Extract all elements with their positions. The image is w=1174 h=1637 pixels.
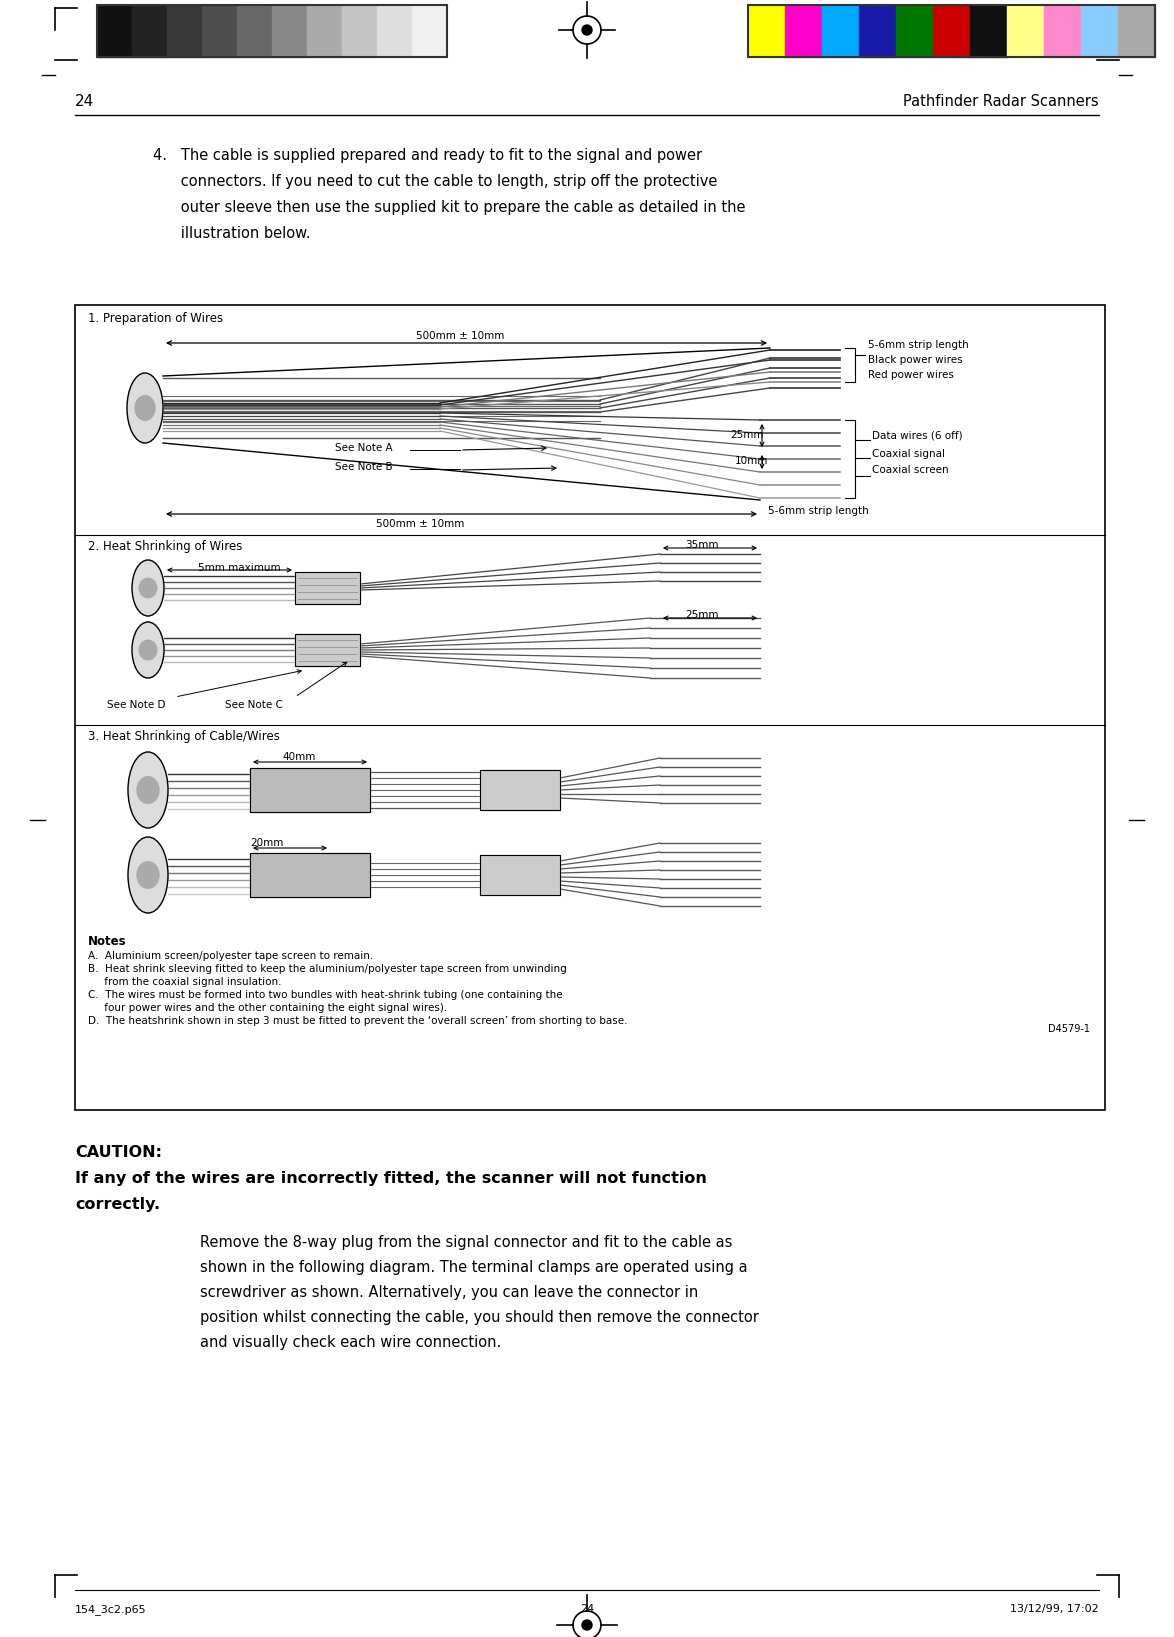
Bar — [295, 634, 360, 666]
Bar — [1081, 5, 1118, 57]
Text: Notes: Notes — [88, 935, 127, 948]
Ellipse shape — [137, 776, 158, 804]
Text: 24: 24 — [75, 93, 94, 110]
Bar — [237, 5, 272, 57]
Bar — [1118, 5, 1155, 57]
Text: See Note D: See Note D — [107, 701, 166, 710]
Bar — [202, 5, 237, 57]
Text: See Note C: See Note C — [225, 701, 283, 710]
Bar — [822, 5, 859, 57]
Bar — [480, 855, 560, 895]
Text: shown in the following diagram. The terminal clamps are operated using a: shown in the following diagram. The term… — [200, 1260, 748, 1275]
Bar — [785, 5, 822, 57]
Ellipse shape — [127, 373, 163, 444]
Text: illustration below.: illustration below. — [153, 226, 310, 241]
Text: 25mm: 25mm — [684, 611, 718, 620]
Bar — [1044, 5, 1081, 57]
Text: 25mm: 25mm — [730, 431, 763, 440]
Bar — [342, 5, 377, 57]
Text: position whilst connecting the cable, you should then remove the connector: position whilst connecting the cable, yo… — [200, 1310, 758, 1324]
Text: Black power wires: Black power wires — [868, 355, 963, 365]
Text: Pathfinder Radar Scanners: Pathfinder Radar Scanners — [903, 93, 1099, 110]
Text: 10mm: 10mm — [735, 457, 768, 467]
Bar — [1007, 5, 1044, 57]
Text: Data wires (6 off): Data wires (6 off) — [872, 431, 963, 440]
Text: 40mm: 40mm — [282, 751, 316, 761]
Bar — [167, 5, 202, 57]
Bar — [97, 5, 131, 57]
Text: Coaxial signal: Coaxial signal — [872, 449, 945, 458]
Text: B.  Heat shrink sleeving fitted to keep the aluminium/polyester tape screen from: B. Heat shrink sleeving fitted to keep t… — [88, 964, 567, 974]
Bar — [131, 5, 167, 57]
Text: A.  Aluminium screen/polyester tape screen to remain.: A. Aluminium screen/polyester tape scree… — [88, 951, 373, 961]
Text: 5-6mm strip length: 5-6mm strip length — [768, 506, 869, 516]
Text: D.  The heatshrink shown in step 3 must be fitted to prevent the ‘overall screen: D. The heatshrink shown in step 3 must b… — [88, 1017, 627, 1026]
Text: Coaxial screen: Coaxial screen — [872, 465, 949, 475]
Text: 5-6mm strip length: 5-6mm strip length — [868, 340, 969, 350]
Ellipse shape — [140, 578, 157, 598]
Text: Red power wires: Red power wires — [868, 370, 953, 380]
Ellipse shape — [135, 396, 155, 421]
Bar — [748, 5, 1155, 57]
Text: 24: 24 — [580, 1604, 594, 1614]
Bar — [896, 5, 933, 57]
Text: Remove the 8-way plug from the signal connector and fit to the cable as: Remove the 8-way plug from the signal co… — [200, 1234, 733, 1251]
Bar — [250, 768, 370, 812]
Bar — [748, 5, 785, 57]
Text: 13/12/99, 17:02: 13/12/99, 17:02 — [1011, 1604, 1099, 1614]
Text: 1. Preparation of Wires: 1. Preparation of Wires — [88, 313, 223, 326]
Text: CAUTION:: CAUTION: — [75, 1144, 162, 1161]
Bar — [295, 571, 360, 604]
Bar — [75, 304, 1105, 1110]
Text: 5mm maximum: 5mm maximum — [198, 563, 281, 573]
Bar — [480, 855, 560, 895]
Text: 154_3c2.p65: 154_3c2.p65 — [75, 1604, 147, 1616]
Bar — [295, 634, 360, 666]
Text: 500mm ± 10mm: 500mm ± 10mm — [376, 519, 464, 529]
Bar — [480, 769, 560, 810]
Bar — [377, 5, 412, 57]
Ellipse shape — [140, 640, 157, 660]
Text: See Note B: See Note B — [335, 462, 392, 471]
Ellipse shape — [131, 560, 164, 616]
Bar — [970, 5, 1007, 57]
Bar — [306, 5, 342, 57]
Text: See Note A: See Note A — [335, 444, 392, 453]
Text: If any of the wires are incorrectly fitted, the scanner will not function: If any of the wires are incorrectly fitt… — [75, 1170, 707, 1185]
Text: 20mm: 20mm — [250, 838, 283, 848]
Text: and visually check each wire connection.: and visually check each wire connection. — [200, 1336, 501, 1351]
Text: D4579-1: D4579-1 — [1048, 1025, 1089, 1035]
Text: screwdriver as shown. Alternatively, you can leave the connector in: screwdriver as shown. Alternatively, you… — [200, 1285, 699, 1300]
Text: connectors. If you need to cut the cable to length, strip off the protective: connectors. If you need to cut the cable… — [153, 174, 717, 188]
Bar — [859, 5, 896, 57]
Text: 4.   The cable is supplied prepared and ready to fit to the signal and power: 4. The cable is supplied prepared and re… — [153, 147, 702, 164]
Bar — [933, 5, 970, 57]
Text: from the coaxial signal insulation.: from the coaxial signal insulation. — [88, 977, 282, 987]
Text: correctly.: correctly. — [75, 1197, 160, 1211]
Ellipse shape — [137, 861, 158, 889]
Bar — [97, 5, 447, 57]
Bar — [295, 571, 360, 604]
Text: 35mm: 35mm — [684, 540, 718, 550]
Ellipse shape — [128, 751, 168, 828]
Bar — [412, 5, 447, 57]
Bar — [250, 768, 370, 812]
Circle shape — [582, 25, 592, 34]
Circle shape — [582, 1621, 592, 1630]
Ellipse shape — [128, 837, 168, 913]
Ellipse shape — [131, 622, 164, 678]
Text: 3. Heat Shrinking of Cable/Wires: 3. Heat Shrinking of Cable/Wires — [88, 730, 279, 743]
Text: 2. Heat Shrinking of Wires: 2. Heat Shrinking of Wires — [88, 540, 242, 553]
Bar — [272, 5, 306, 57]
Text: C.  The wires must be formed into two bundles with heat-shrink tubing (one conta: C. The wires must be formed into two bun… — [88, 990, 562, 1000]
Text: outer sleeve then use the supplied kit to prepare the cable as detailed in the: outer sleeve then use the supplied kit t… — [153, 200, 745, 214]
Bar — [250, 853, 370, 897]
Bar — [250, 853, 370, 897]
Text: 500mm ± 10mm: 500mm ± 10mm — [416, 331, 504, 340]
Text: four power wires and the other containing the eight signal wires).: four power wires and the other containin… — [88, 1003, 447, 1013]
Bar — [480, 769, 560, 810]
